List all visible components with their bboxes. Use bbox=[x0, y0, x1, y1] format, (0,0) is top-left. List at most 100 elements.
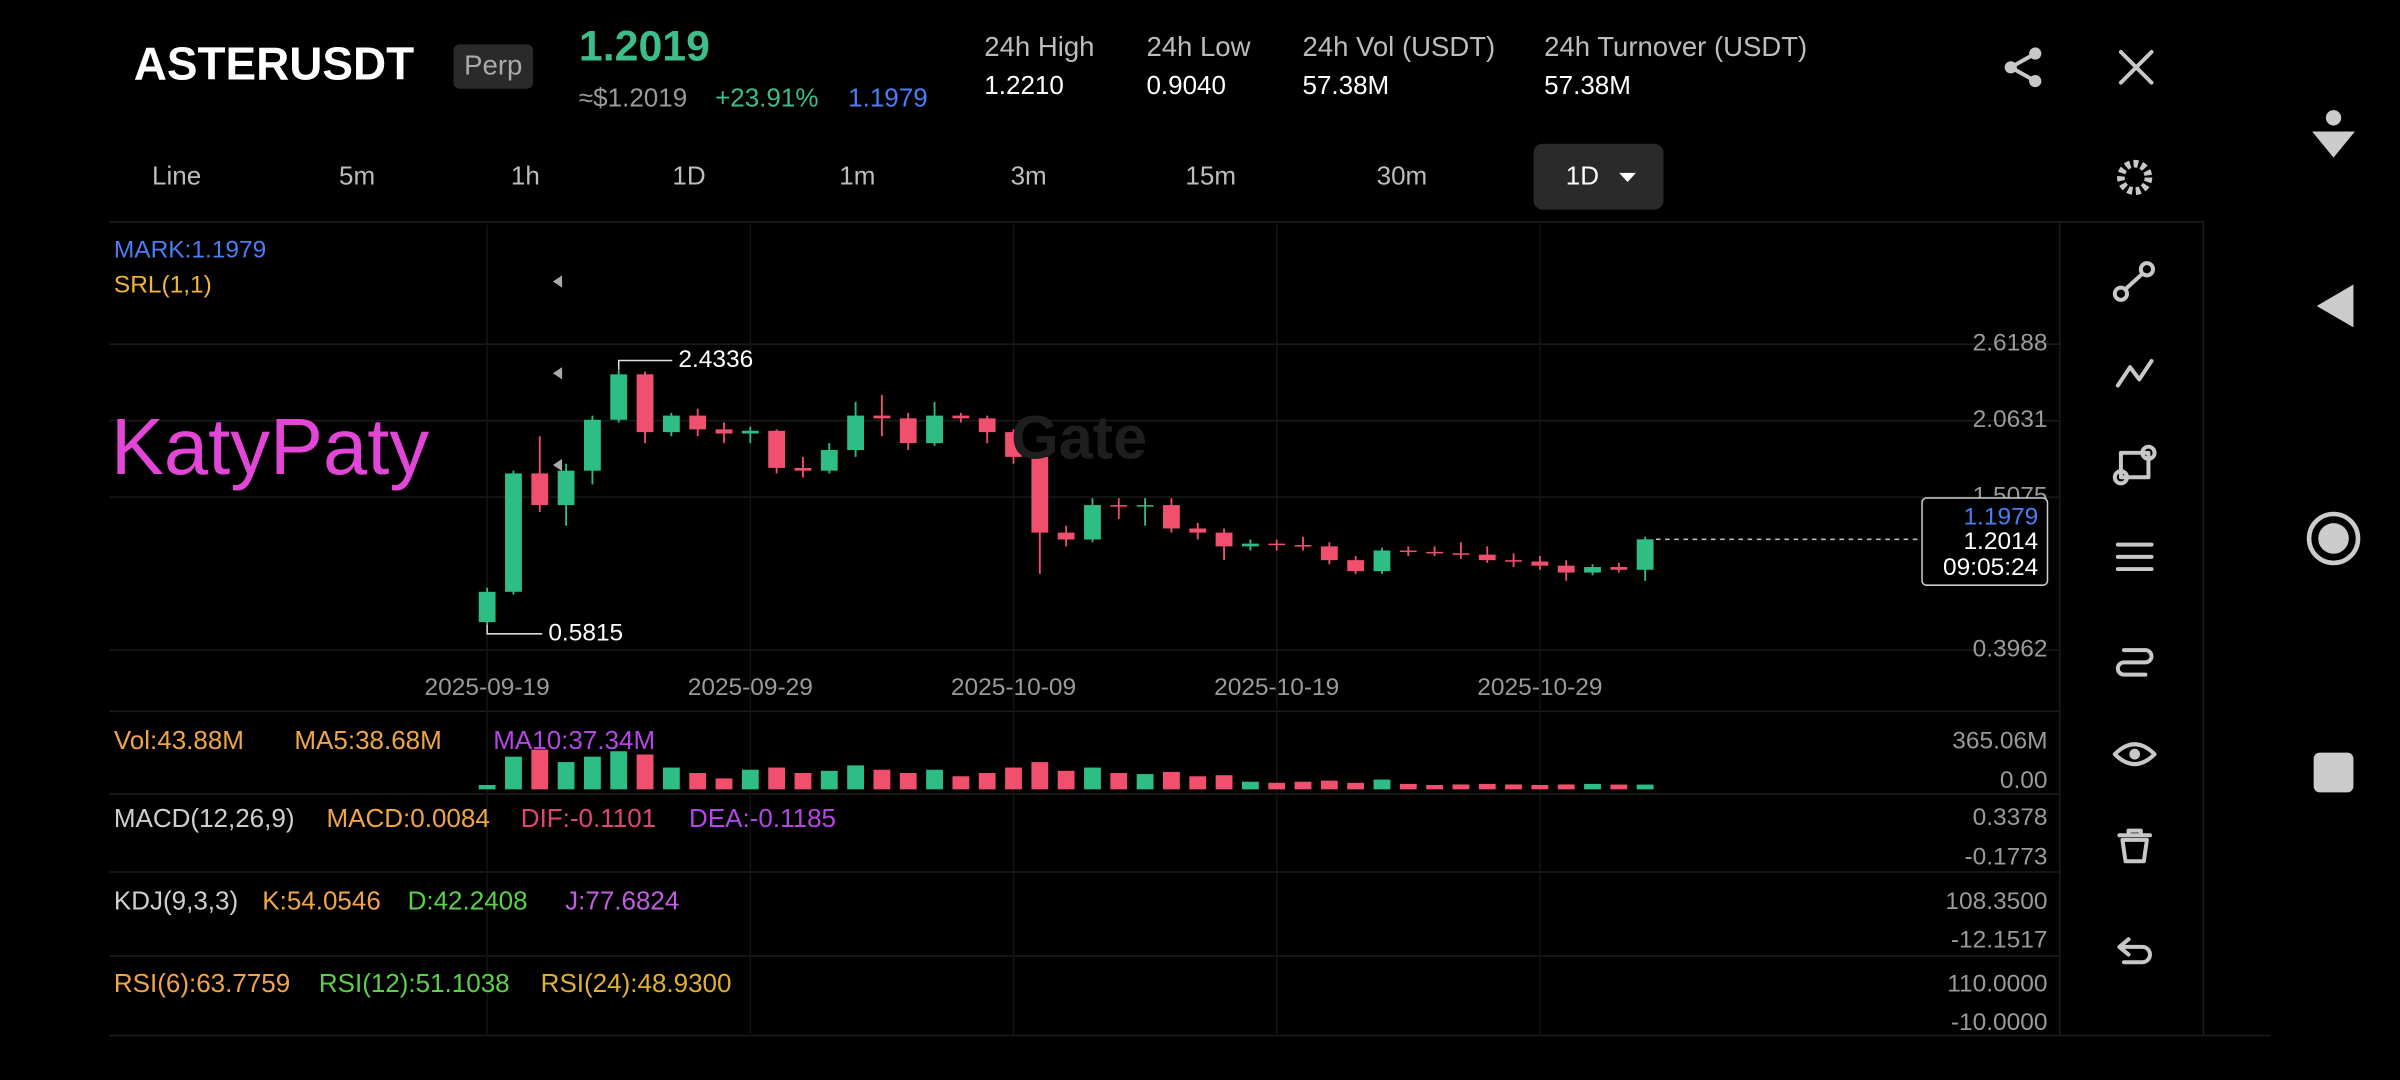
candle-body bbox=[1452, 553, 1470, 555]
vol-tick-label: 0.00 bbox=[2000, 767, 2048, 794]
candle-body bbox=[1505, 560, 1522, 562]
tab[interactable]: 15m bbox=[1185, 160, 1236, 190]
volume-bar bbox=[768, 767, 786, 790]
candle-body bbox=[1636, 539, 1654, 570]
tab[interactable]: 5m bbox=[339, 160, 375, 190]
change: +23.91% bbox=[715, 82, 818, 112]
high-label: 2.4336 bbox=[678, 346, 753, 373]
candle-body bbox=[1163, 505, 1180, 529]
volume-bar bbox=[1268, 782, 1286, 790]
macd-label: MACD:0.0084 bbox=[327, 803, 490, 833]
volume-bar bbox=[1189, 776, 1207, 790]
tab[interactable]: 30m bbox=[1377, 160, 1428, 190]
volume-bar bbox=[1505, 784, 1522, 790]
volume-bar bbox=[1084, 767, 1101, 790]
volume-bar bbox=[1136, 774, 1154, 790]
tool-line[interactable] bbox=[2112, 261, 2156, 302]
volume-bar bbox=[715, 778, 733, 790]
symbol[interactable]: ASTERUSDT bbox=[134, 37, 414, 89]
legend-srl: SRL(1,1) bbox=[114, 272, 212, 299]
tool-settings[interactable] bbox=[2115, 542, 2154, 572]
candle-body bbox=[689, 415, 707, 430]
x-tick-label: 2025-09-19 bbox=[425, 674, 550, 701]
rsi-label: RSI(24):48.9300 bbox=[541, 968, 732, 998]
tool-shape[interactable] bbox=[2112, 444, 2157, 486]
volume-bar bbox=[899, 773, 917, 790]
kdj-label: KDJ(9,3,3) bbox=[114, 885, 238, 915]
candle-body bbox=[741, 430, 759, 434]
nav-recents[interactable] bbox=[2313, 752, 2354, 793]
tool-undo[interactable] bbox=[2117, 937, 2152, 965]
price: 1.2019 bbox=[579, 22, 710, 70]
logo-watermark: Gate bbox=[1011, 403, 1147, 471]
volume-bar bbox=[1294, 781, 1312, 790]
tool-delete[interactable] bbox=[2117, 828, 2152, 864]
volume-bar bbox=[1399, 783, 1417, 790]
volume-bar bbox=[1215, 775, 1233, 790]
volume-bar bbox=[636, 754, 654, 790]
volume-bar bbox=[1241, 781, 1259, 790]
stat-label: 24h Turnover (USDT) bbox=[1544, 31, 1807, 62]
candle-body bbox=[820, 450, 838, 471]
volume-bar bbox=[1584, 783, 1601, 790]
stat-label: 24h High bbox=[984, 31, 1094, 62]
candle-body bbox=[1189, 528, 1207, 533]
stat-label: 24h Vol (USDT) bbox=[1302, 31, 1495, 62]
nav-home[interactable] bbox=[2306, 511, 2361, 566]
volume-bar bbox=[873, 769, 891, 790]
volume-bar bbox=[1373, 779, 1391, 790]
volume-bar bbox=[662, 767, 680, 790]
volume-bar bbox=[794, 773, 812, 790]
tab[interactable]: 3m bbox=[1011, 160, 1047, 190]
candle-body bbox=[1084, 505, 1101, 540]
nav-back[interactable] bbox=[2316, 284, 2354, 328]
volume-bar bbox=[505, 756, 522, 790]
high-pointer bbox=[617, 359, 673, 370]
tool-visible[interactable] bbox=[2112, 742, 2157, 767]
tab[interactable]: Line bbox=[152, 160, 201, 190]
macd-label: DIF:-0.1101 bbox=[521, 803, 656, 833]
candle-body bbox=[505, 473, 522, 592]
volume-bar bbox=[1426, 784, 1444, 790]
tab[interactable]: 1m bbox=[839, 160, 875, 190]
candle-body bbox=[1110, 505, 1128, 507]
candle-body bbox=[1241, 543, 1259, 547]
share-button[interactable] bbox=[2004, 47, 2042, 88]
mark-price-label: 1.1979 bbox=[1963, 503, 2038, 530]
candle-body bbox=[1057, 532, 1075, 540]
candle-body bbox=[557, 470, 575, 506]
dropdown-arrow bbox=[1619, 172, 1636, 183]
candle-body bbox=[926, 415, 943, 444]
close-button[interactable] bbox=[2118, 50, 2154, 85]
settings-button[interactable] bbox=[2117, 159, 2153, 196]
tab[interactable]: 1D bbox=[672, 160, 705, 190]
candle-body bbox=[1320, 546, 1338, 561]
candle-body bbox=[768, 430, 786, 468]
candle-body bbox=[794, 467, 812, 471]
volume-bar bbox=[478, 784, 496, 790]
last-price-box bbox=[1921, 497, 2049, 586]
tool-trend[interactable] bbox=[2115, 359, 2154, 388]
volume-bar bbox=[1531, 784, 1549, 790]
volume-bar bbox=[1005, 767, 1022, 790]
tab[interactable]: 1h bbox=[511, 160, 540, 190]
badge: Perp bbox=[464, 50, 522, 81]
volume-bar bbox=[1320, 780, 1338, 790]
candle-body bbox=[531, 473, 549, 506]
candle-body bbox=[1373, 550, 1391, 572]
tool-path[interactable] bbox=[2115, 648, 2154, 677]
volume-bar bbox=[557, 762, 575, 790]
macd-axis: -0.1773 bbox=[1964, 844, 2047, 871]
candle-body bbox=[1399, 550, 1417, 553]
vol-tick-label: 365.06M bbox=[1952, 727, 2047, 754]
stat-value: 57.38M bbox=[1302, 70, 1389, 100]
nav-accessibility[interactable] bbox=[2312, 110, 2355, 158]
kdj-axis: -12.1517 bbox=[1951, 926, 2048, 953]
kdj-label: K:54.0546 bbox=[262, 885, 381, 915]
volume-bar bbox=[1110, 773, 1128, 790]
rsi-axis: -10.0000 bbox=[1951, 1009, 2048, 1036]
watermark: KatyPaty bbox=[111, 402, 430, 491]
tab-active[interactable]: 1D bbox=[1566, 160, 1599, 190]
candle-body bbox=[1478, 554, 1496, 561]
